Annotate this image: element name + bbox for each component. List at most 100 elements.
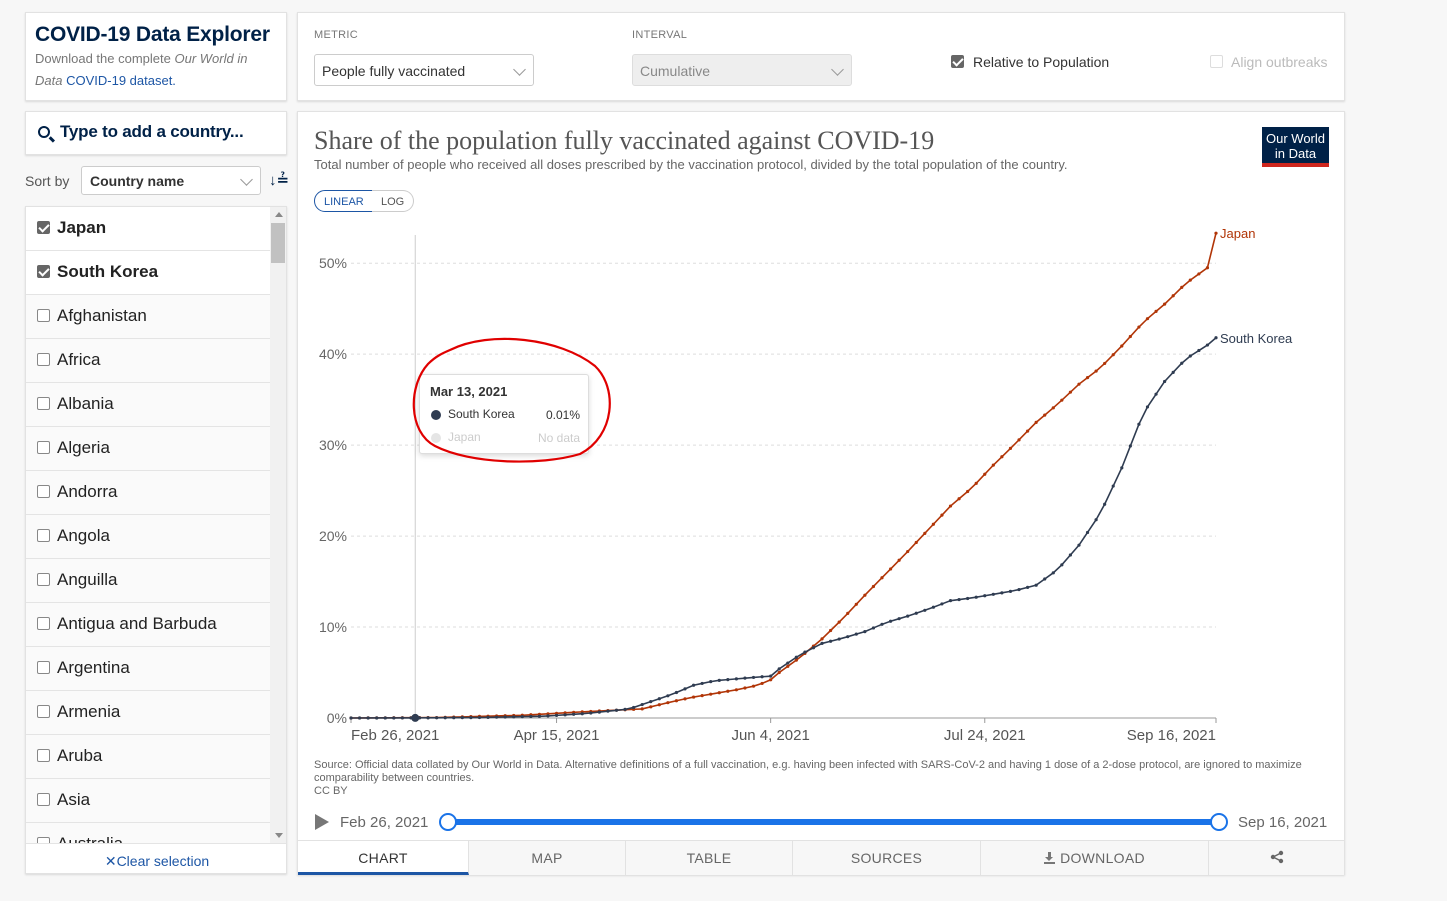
owid-logo[interactable]: Our World in Data [1262, 127, 1329, 167]
relative-checkbox[interactable] [951, 55, 964, 68]
country-checkbox[interactable] [37, 529, 50, 542]
series-point [1180, 361, 1184, 365]
series-point [760, 681, 764, 686]
country-item[interactable]: Japan [26, 207, 270, 251]
sort-select[interactable]: Country name [81, 166, 261, 195]
country-item[interactable]: Africa [26, 339, 270, 383]
scroll-thumb[interactable] [271, 223, 285, 263]
tab-map[interactable]: MAP [469, 841, 626, 875]
tab-sources[interactable]: SOURCES [793, 841, 981, 875]
series-point [1103, 361, 1107, 366]
country-name: Armenia [57, 702, 121, 721]
series-point [1120, 466, 1124, 470]
country-checkbox[interactable] [37, 573, 50, 586]
timeline-end-handle[interactable] [1210, 813, 1228, 831]
chevron-down-icon [240, 173, 253, 186]
play-icon[interactable] [315, 814, 329, 830]
series-point [948, 504, 953, 508]
clear-selection-button[interactable]: ✕Clear selection [26, 843, 286, 873]
series-point [520, 715, 524, 719]
align-checkbox[interactable] [1210, 55, 1223, 68]
country-item[interactable]: Argentina [26, 647, 270, 691]
scrollbar[interactable] [270, 207, 286, 843]
country-item[interactable]: Antigua and Barbuda [26, 603, 270, 647]
dataset-link[interactable]: COVID-19 dataset. [66, 73, 176, 88]
country-item[interactable]: South Korea [26, 251, 270, 295]
tab-table[interactable]: TABLE [626, 841, 793, 875]
country-item[interactable]: Afghanistan [26, 295, 270, 339]
x-tick-label: Feb 26, 2021 [351, 727, 439, 744]
country-checkbox[interactable] [37, 793, 50, 806]
series-point [366, 716, 370, 720]
series-point [923, 531, 927, 535]
series-point [897, 617, 901, 621]
series-point [649, 700, 653, 704]
relative-label[interactable]: Relative to Population [973, 54, 1110, 70]
country-item[interactable]: Andorra [26, 471, 270, 515]
align-label[interactable]: Align outbreaks [1231, 54, 1328, 70]
series-point [1128, 444, 1132, 448]
series-point [597, 710, 601, 714]
country-item[interactable]: Aruba [26, 735, 270, 779]
country-item[interactable]: Armenia [26, 691, 270, 735]
series-point [435, 716, 439, 720]
country-checkbox[interactable] [37, 397, 50, 410]
series-point [357, 716, 362, 720]
scroll-down-icon[interactable] [275, 833, 283, 838]
interval-select[interactable]: Cumulative [632, 54, 852, 86]
series-point [1000, 455, 1004, 459]
sort-icon[interactable]: ↓≟ [269, 172, 290, 189]
series-point [1085, 376, 1090, 380]
series-point [554, 713, 559, 717]
country-item[interactable]: Angola [26, 515, 270, 559]
country-checkbox[interactable] [37, 221, 50, 234]
series-point [375, 716, 379, 720]
series-point [1103, 502, 1107, 506]
country-checkbox[interactable] [37, 309, 50, 322]
series-point [786, 661, 790, 665]
country-checkbox[interactable] [37, 441, 50, 454]
series-point [1163, 302, 1167, 306]
country-checkbox[interactable] [37, 617, 50, 630]
country-checkbox[interactable] [37, 705, 50, 718]
tab-download[interactable]: DOWNLOAD [981, 841, 1209, 875]
country-item[interactable]: Asia [26, 779, 270, 823]
metric-select[interactable]: People fully vaccinated [314, 54, 534, 86]
search-icon [38, 126, 50, 138]
country-item[interactable]: Albania [26, 383, 270, 427]
scroll-up-icon[interactable] [275, 212, 283, 217]
country-item[interactable]: Anguilla [26, 559, 270, 603]
chart-subtitle: Total number of people who received all … [314, 157, 1068, 172]
series-point [1077, 382, 1081, 386]
tab-share[interactable] [1209, 841, 1344, 875]
series-point [760, 675, 764, 679]
series-point [1163, 379, 1167, 384]
share-icon [1270, 850, 1283, 864]
series-point [1068, 390, 1073, 394]
series-point [948, 599, 953, 603]
series-point [1145, 317, 1150, 321]
country-checkbox[interactable] [37, 485, 50, 498]
country-name: Argentina [57, 658, 130, 677]
timeline-start-handle[interactable] [439, 813, 457, 831]
log-scale-button[interactable]: LOG [372, 190, 415, 212]
series-point [392, 716, 396, 720]
timeline-start: Feb 26, 2021 [340, 814, 429, 831]
series-point [1094, 518, 1098, 522]
sort-row: Sort by Country name ↓≟ [25, 165, 290, 195]
country-item[interactable]: Algeria [26, 427, 270, 471]
series-point [829, 639, 833, 643]
search-input[interactable]: Type to add a country... [60, 122, 244, 141]
country-checkbox[interactable] [37, 661, 50, 674]
series-point [452, 716, 456, 720]
linear-scale-button[interactable]: LINEAR [314, 190, 374, 212]
country-search[interactable]: Type to add a country... [25, 111, 287, 155]
country-checkbox[interactable] [37, 749, 50, 762]
country-checkbox[interactable] [37, 353, 50, 366]
timeline-track[interactable] [448, 819, 1219, 825]
country-checkbox[interactable] [37, 265, 50, 278]
tab-chart[interactable]: CHART [298, 841, 469, 875]
series-point [820, 637, 824, 641]
tooltip-dot [431, 433, 441, 443]
series-point [1180, 285, 1184, 289]
